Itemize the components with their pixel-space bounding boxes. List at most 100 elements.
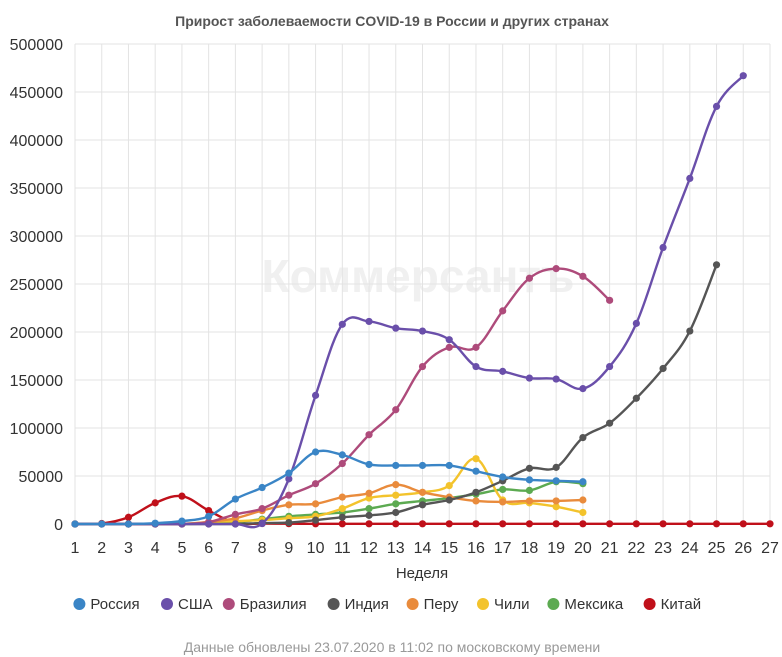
legend-label: Китай	[661, 596, 702, 613]
x-tick-label: 23	[654, 540, 672, 557]
legend[interactable]: Россия США Бразилия Индия Перу Чили Мексика Кит…	[73, 596, 701, 613]
x-tick-label: 25	[708, 540, 726, 557]
legend-item[interactable]: США	[161, 596, 213, 613]
legend-label: Россия	[90, 596, 139, 613]
data-point	[392, 406, 400, 414]
data-point	[632, 394, 640, 402]
legend-item[interactable]: Китай	[643, 596, 702, 613]
data-point	[285, 501, 293, 509]
data-point	[418, 362, 427, 371]
data-point	[365, 460, 373, 469]
data-point	[338, 320, 346, 328]
data-point	[445, 336, 453, 344]
x-axis-ticks: 1 2 3 4 5 6 7 8 9 10 11 12 13 14 15 16 17 18 19 20 21 22 23 24 2…	[71, 540, 779, 557]
data-point	[285, 491, 293, 499]
data-point	[338, 520, 346, 528]
x-tick-label: 24	[681, 540, 699, 557]
data-point	[445, 520, 453, 528]
data-point	[285, 469, 293, 477]
data-point	[579, 496, 587, 504]
data-point	[392, 324, 400, 332]
data-point	[392, 491, 400, 499]
y-tick-label: 150000	[10, 373, 63, 390]
data-point	[392, 508, 400, 517]
legend-item[interactable]: Мексика	[547, 596, 624, 613]
data-point	[712, 520, 721, 528]
data-point	[418, 501, 427, 509]
data-point	[525, 274, 534, 282]
data-point	[418, 461, 427, 470]
data-point	[739, 520, 747, 528]
x-tick-label: 8	[258, 540, 267, 557]
data-point	[552, 503, 560, 511]
legend-item[interactable]: Перу	[406, 596, 459, 613]
data-point	[445, 496, 453, 504]
data-point	[552, 463, 560, 471]
data-point	[392, 520, 400, 528]
legend-label: Чили	[494, 596, 530, 613]
y-tick-label: 500000	[10, 37, 63, 54]
data-point	[552, 477, 560, 485]
legend-item[interactable]: Индия	[327, 596, 389, 613]
data-point	[151, 519, 159, 527]
data-point	[579, 520, 587, 528]
data-point	[525, 476, 534, 484]
y-tick-label: 200000	[10, 325, 63, 342]
legend-label: Мексика	[564, 596, 624, 613]
x-tick-label: 1	[71, 540, 80, 557]
data-point	[365, 511, 373, 519]
data-point	[365, 317, 373, 326]
data-point	[392, 461, 400, 470]
data-point	[579, 272, 587, 280]
x-tick-label: 11	[334, 540, 351, 557]
data-point	[579, 434, 587, 442]
legend-item[interactable]: Чили	[477, 596, 530, 613]
data-point	[472, 488, 480, 496]
data-point	[418, 488, 427, 496]
data-point	[392, 481, 400, 489]
data-point	[231, 495, 239, 503]
data-point	[659, 520, 667, 528]
legend-item[interactable]: Россия	[73, 596, 140, 613]
legend-marker	[222, 598, 235, 610]
legend-item[interactable]: Бразилия	[222, 596, 307, 613]
legend-label: Индия	[345, 596, 389, 613]
data-point	[525, 497, 534, 505]
data-point	[365, 505, 373, 513]
x-tick-label: 15	[440, 540, 458, 557]
x-axis-label: Неделя	[396, 565, 448, 582]
series-group	[71, 72, 774, 529]
legend-marker	[547, 598, 560, 610]
data-point	[659, 364, 667, 373]
legend-marker	[73, 598, 86, 610]
data-point	[472, 520, 480, 528]
x-tick-label: 5	[177, 540, 186, 557]
data-point	[552, 265, 560, 273]
data-point	[686, 174, 694, 182]
x-tick-label: 4	[151, 540, 160, 557]
data-point	[231, 510, 239, 518]
x-tick-label: 3	[124, 540, 133, 557]
series-Россия	[71, 448, 587, 528]
data-point	[258, 505, 266, 513]
data-point	[338, 451, 346, 459]
data-point	[285, 518, 293, 527]
data-point	[499, 520, 507, 528]
data-point	[445, 461, 453, 470]
data-point	[338, 513, 346, 521]
data-point	[499, 485, 507, 494]
legend-marker	[406, 598, 419, 610]
data-point	[499, 307, 507, 315]
data-point	[606, 520, 614, 528]
y-tick-label: 450000	[10, 85, 63, 102]
x-tick-label: 9	[284, 540, 293, 557]
data-point	[338, 505, 346, 513]
x-tick-label: 21	[601, 540, 619, 557]
data-point	[766, 520, 774, 528]
x-tick-label: 14	[414, 540, 432, 557]
data-point	[338, 459, 346, 468]
legend-marker	[327, 598, 340, 610]
y-tick-label: 50000	[19, 469, 64, 486]
data-point	[659, 243, 667, 252]
